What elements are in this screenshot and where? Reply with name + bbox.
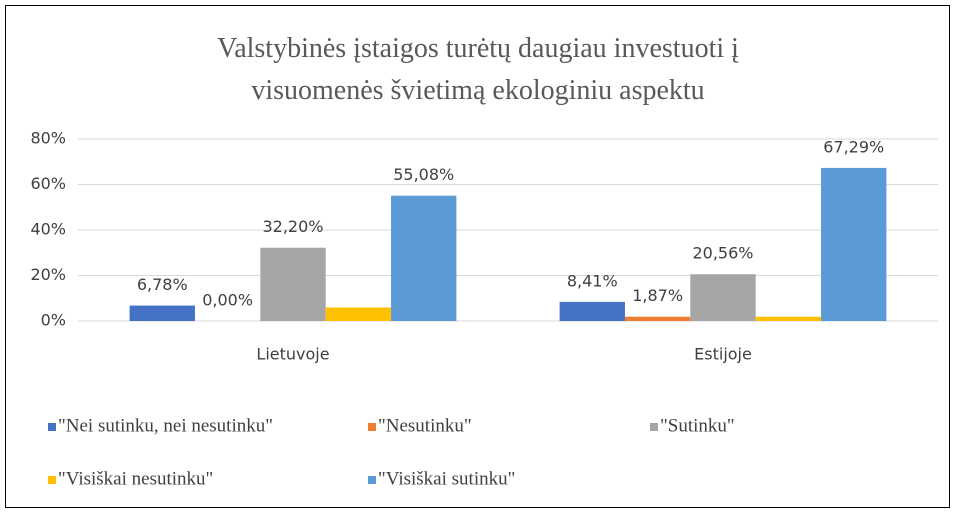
y-tick-label: 60% xyxy=(30,174,66,193)
x-tick-label: Estijoje xyxy=(694,345,752,364)
bar xyxy=(391,195,457,321)
data-label: 55,08% xyxy=(393,165,454,184)
data-label: 20,56% xyxy=(692,244,753,263)
bar xyxy=(559,301,625,321)
chart-title: Valstybinės įstaigos turėtų daugiau inve… xyxy=(217,33,739,106)
data-label: 67,29% xyxy=(823,137,884,156)
data-label: 8,41% xyxy=(567,271,618,290)
data-label: 0,00% xyxy=(202,291,253,310)
bar xyxy=(624,316,691,321)
legend-label: "Sutinku" xyxy=(660,415,735,436)
bar xyxy=(690,274,756,321)
legend-marker xyxy=(48,423,56,431)
data-label: 32,20% xyxy=(262,217,323,236)
bar xyxy=(129,305,195,321)
bar xyxy=(821,167,887,321)
data-label: 1,87% xyxy=(632,286,683,305)
legend-label: "Visiškai nesutinku" xyxy=(58,468,213,489)
legend-marker xyxy=(368,423,376,431)
y-tick-label: 20% xyxy=(30,265,66,284)
y-tick-label: 40% xyxy=(30,220,66,239)
legend-label: "Visiškai sutinku" xyxy=(378,468,515,489)
x-tick-label: Lietuvoje xyxy=(256,345,329,364)
legend-label: "Nei sutinku, nei nesutinku" xyxy=(58,415,273,436)
data-label: 6,78% xyxy=(137,275,188,294)
y-tick-label: 0% xyxy=(41,311,66,330)
legend-label: "Nesutinku" xyxy=(378,415,472,436)
legend-marker xyxy=(650,423,658,431)
chart-border xyxy=(5,5,950,508)
bar xyxy=(755,316,822,321)
bar xyxy=(260,247,326,321)
y-tick-label: 80% xyxy=(30,129,66,148)
bar xyxy=(325,307,392,321)
legend-marker xyxy=(368,476,376,484)
legend-marker xyxy=(48,476,56,484)
